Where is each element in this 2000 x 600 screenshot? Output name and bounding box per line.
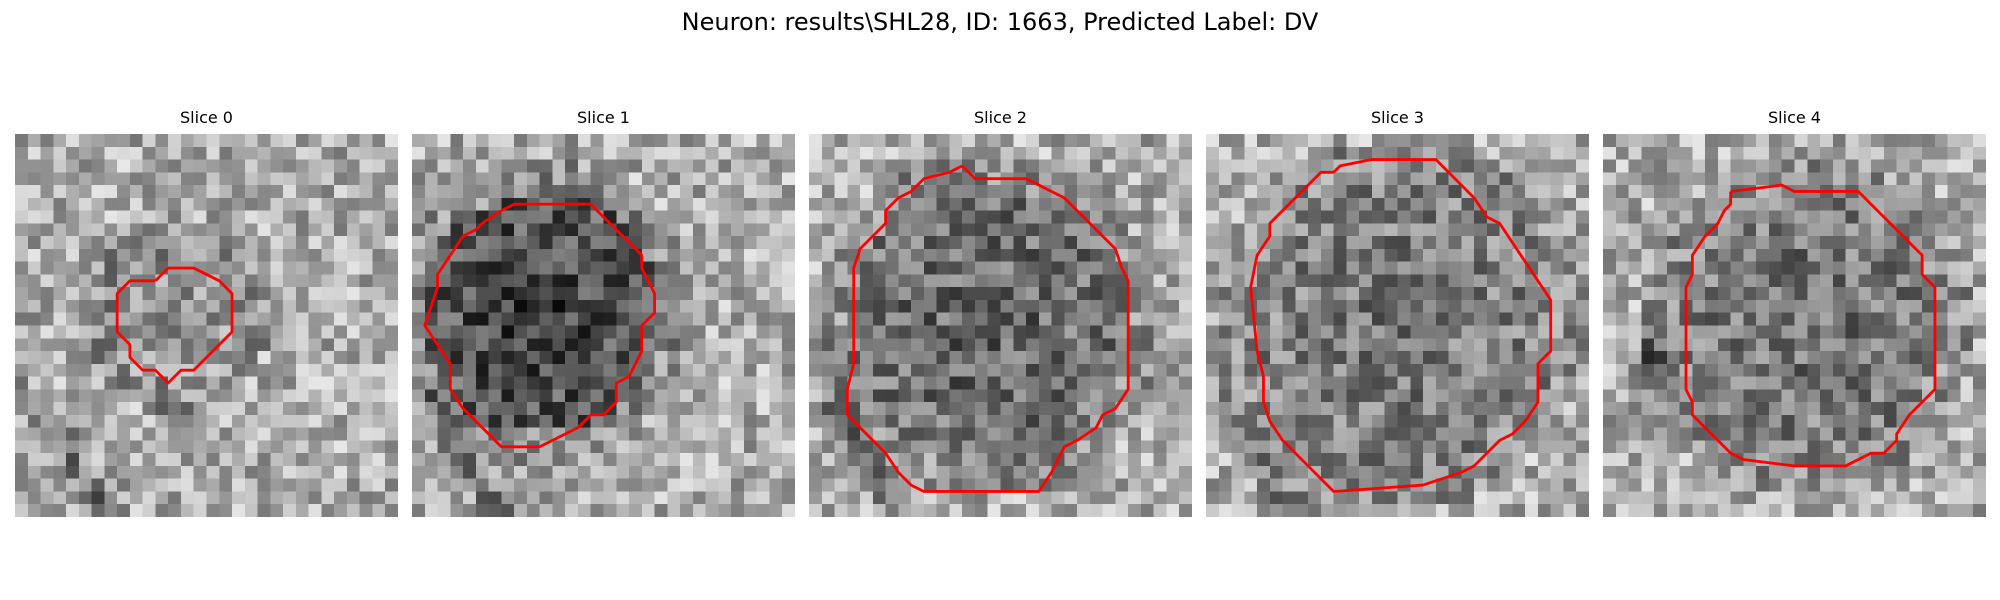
pixel-grid — [1603, 134, 1986, 517]
slice-title: Slice 2 — [974, 108, 1027, 127]
slice-image — [1206, 134, 1589, 517]
slice-title: Slice 4 — [1768, 108, 1821, 127]
slice-title: Slice 1 — [577, 108, 630, 127]
slice-panel-4: Slice 4 — [1603, 108, 1986, 517]
roi-contour — [1249, 158, 1553, 493]
slice-title: Slice 3 — [1371, 108, 1424, 127]
figure-title: Neuron: results\SHL28, ID: 1663, Predict… — [681, 8, 1319, 36]
roi-contour — [1684, 183, 1937, 468]
slice-title: Slice 0 — [180, 108, 233, 127]
slice-image — [15, 134, 398, 517]
pixel-grid — [1206, 134, 1589, 517]
slice-panel-2: Slice 2 — [809, 108, 1192, 517]
slice-panel-1: Slice 1 — [412, 108, 795, 517]
slice-image — [809, 134, 1192, 517]
pixel-grid — [412, 134, 795, 517]
slice-panel-3: Slice 3 — [1206, 108, 1589, 517]
pixel-grid — [809, 134, 1192, 517]
roi-contour — [115, 266, 234, 385]
slice-image — [412, 134, 795, 517]
slice-image — [1603, 134, 1986, 517]
pixel-grid — [15, 134, 398, 517]
roi-contour — [423, 202, 656, 449]
slice-panel-0: Slice 0 — [15, 108, 398, 517]
roi-contour — [845, 164, 1130, 493]
